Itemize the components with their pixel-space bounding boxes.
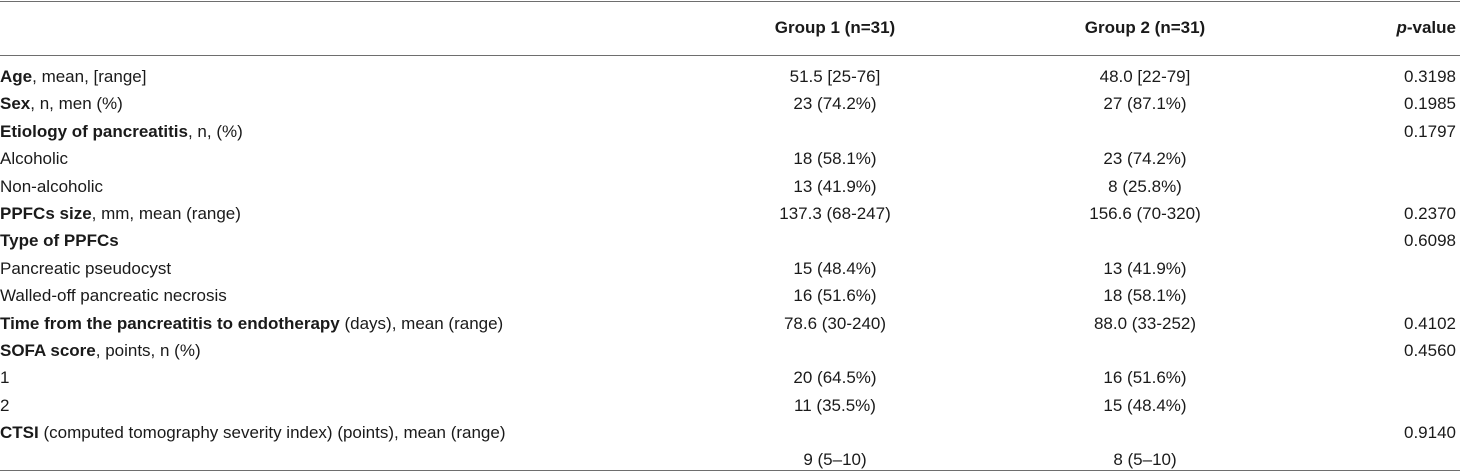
row-label: PPFCs size, mm, mean (range) bbox=[0, 200, 241, 227]
row-label-bold: Time from the pancreatitis to endotherap… bbox=[0, 313, 340, 333]
row-label: Pancreatic pseudocyst bbox=[0, 255, 171, 282]
row-label: Non-alcoholic bbox=[0, 173, 103, 200]
row-label: 1 bbox=[0, 364, 9, 391]
table-row: CTSI (computed tomography severity index… bbox=[0, 419, 1460, 473]
table-row: 2 11 (35.5%) 15 (48.4%) bbox=[0, 392, 1460, 419]
row-label-bold: Etiology of pancreatitis bbox=[0, 121, 188, 141]
table-row: Age, mean, [range] 51.5 [25-76] 48.0 [22-7… bbox=[0, 63, 1460, 90]
cell-group2: 156.6 (70-320) bbox=[1089, 203, 1201, 223]
cell-group1: 18 (58.1%) bbox=[793, 149, 877, 169]
cell-group2: 15 (48.4%) bbox=[1103, 395, 1187, 415]
column-header-group1: Group 1 (n=31) bbox=[774, 18, 896, 37]
column-header-group2: Group 2 (n=31) bbox=[1084, 18, 1206, 37]
row-label: Age, mean, [range] bbox=[0, 63, 146, 90]
cell-group1: 16 (51.6%) bbox=[793, 286, 877, 306]
table-row: Pancreatic pseudocyst 15 (48.4%) 13 (41.9%… bbox=[0, 255, 1460, 282]
table-row: Time from the pancreatitis to endotherap… bbox=[0, 310, 1460, 337]
cell-pvalue: 0.1985 bbox=[1404, 94, 1456, 114]
row-label-text: , mean, [range] bbox=[32, 67, 147, 86]
row-label: CTSI (computed tomography severity index… bbox=[0, 419, 506, 446]
cell-group1: 78.6 (30-240) bbox=[783, 313, 887, 333]
row-label-text: (days), mean (range) bbox=[339, 313, 504, 333]
cell-group2: 88.0 (33-252) bbox=[1093, 313, 1197, 333]
row-label: Walled-off pancreatic necrosis bbox=[0, 282, 227, 309]
cell-pvalue: 0.3198 bbox=[1404, 67, 1456, 86]
row-label: 2 bbox=[0, 392, 9, 419]
table-header-rule bbox=[0, 55, 1460, 56]
cell-group2: 8 (25.8%) bbox=[1108, 176, 1182, 196]
row-label-text: , n, (%) bbox=[187, 121, 243, 141]
row-label: Time from the pancreatitis to endotherap… bbox=[0, 310, 503, 337]
pvalue-italic-part: p bbox=[1396, 18, 1407, 37]
cell-group1: 20 (64.5%) bbox=[793, 368, 877, 388]
cell-group2: 8 (5–10) bbox=[1113, 450, 1177, 470]
cell-group1: 11 (35.5%) bbox=[794, 395, 876, 415]
pvalue-rest-part: -value bbox=[1406, 18, 1456, 37]
row-label: SOFA score, points, n (%) bbox=[0, 337, 201, 364]
row-label: Etiology of pancreatitis, n, (%) bbox=[0, 118, 243, 145]
cell-group2: 16 (51.6%) bbox=[1103, 368, 1187, 388]
table-top-rule bbox=[0, 1, 1460, 2]
row-label-bold: CTSI bbox=[0, 423, 39, 443]
cell-pvalue: 0.4102 bbox=[1404, 313, 1456, 333]
row-label-text: (computed tomography severity index) (po… bbox=[38, 423, 506, 443]
table-row: Etiology of pancreatitis, n, (%) 0.1797 bbox=[0, 118, 1460, 145]
table-body: Age, mean, [range] 51.5 [25-76] 48.0 [22-7… bbox=[0, 63, 1460, 473]
cell-group1: 13 (41.9%) bbox=[793, 176, 877, 196]
row-label-bold: Type of PPFCs bbox=[0, 231, 119, 251]
row-label-text: Pancreatic pseudocyst bbox=[0, 258, 172, 278]
row-label-text: Alcoholic bbox=[0, 149, 69, 169]
table-row: 1 20 (64.5%) 16 (51.6%) bbox=[0, 364, 1460, 391]
cell-group1: 15 (48.4%) bbox=[793, 258, 877, 278]
cell-group2: 18 (58.1%) bbox=[1103, 286, 1187, 306]
cell-pvalue: 0.6098 bbox=[1404, 231, 1456, 251]
table-bottom-rule bbox=[0, 470, 1460, 471]
row-label-bold: PPFCs size bbox=[0, 203, 92, 223]
table-row: SOFA score, points, n (%) 0.4560 bbox=[0, 337, 1460, 364]
row-label-text: Walled-off pancreatic necrosis bbox=[0, 286, 227, 306]
table-row: Walled-off pancreatic necrosis 16 (51.6%)… bbox=[0, 282, 1460, 309]
table-row: PPFCs size, mm, mean (range) 137.3 (68-24… bbox=[0, 200, 1460, 227]
row-label: Type of PPFCs bbox=[0, 227, 119, 254]
row-label-text: , points, n (%) bbox=[95, 340, 201, 360]
cell-group1: 51.5 [25-76] bbox=[789, 67, 881, 86]
cell-group2: 13 (41.9%) bbox=[1103, 258, 1187, 278]
row-label-bold: Age bbox=[0, 67, 33, 86]
table-row: Sex, n, men (%) 23 (74.2%) 27 (87.1%) 0.198… bbox=[0, 90, 1460, 117]
cell-pvalue: 0.1797 bbox=[1404, 121, 1456, 141]
column-header-pvalue: p-value bbox=[1396, 18, 1456, 38]
cell-pvalue: 0.9140 bbox=[1404, 423, 1456, 443]
table-row: Alcoholic 18 (58.1%) 23 (74.2%) bbox=[0, 145, 1460, 172]
cell-group1: 137.3 (68-247) bbox=[779, 203, 891, 223]
row-label-text: Non-alcoholic bbox=[0, 176, 103, 196]
row-label-text: 2 bbox=[0, 395, 10, 415]
row-label-text: , n, men (%) bbox=[30, 94, 123, 114]
cell-group1: 9 (5–10) bbox=[803, 450, 867, 470]
table-row: Type of PPFCs 0.6098 bbox=[0, 227, 1460, 254]
row-label: Alcoholic bbox=[0, 145, 68, 172]
row-label-text: , mm, mean (range) bbox=[91, 203, 241, 223]
cell-group2: 23 (74.2%) bbox=[1103, 149, 1187, 169]
row-label-bold: Sex bbox=[0, 94, 31, 114]
cell-group2: 48.0 [22-79] bbox=[1099, 67, 1191, 86]
row-label: Sex, n, men (%) bbox=[0, 90, 123, 117]
row-label-text: 1 bbox=[0, 368, 10, 388]
row-label-bold: SOFA score bbox=[0, 340, 96, 360]
cell-group1: 23 (74.2%) bbox=[793, 94, 877, 114]
cell-pvalue: 0.2370 bbox=[1404, 203, 1456, 223]
cell-group2: 27 (87.1%) bbox=[1103, 94, 1187, 114]
cell-pvalue: 0.4560 bbox=[1404, 340, 1456, 360]
table-row: Non-alcoholic 13 (41.9%) 8 (25.8%) bbox=[0, 173, 1460, 200]
